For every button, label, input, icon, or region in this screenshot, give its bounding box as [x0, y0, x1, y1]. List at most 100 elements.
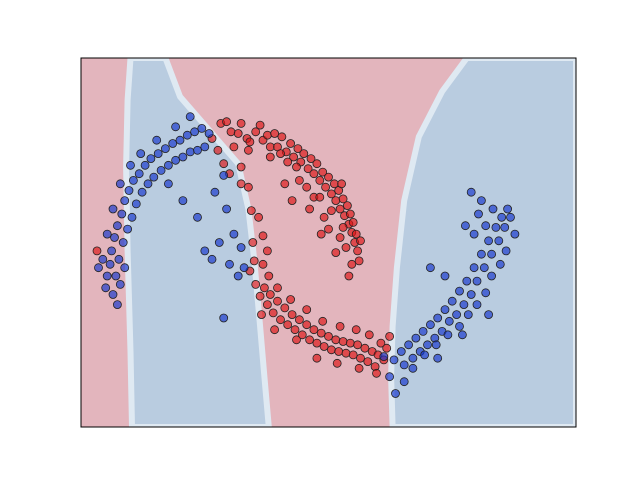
- point-class-1: [404, 340, 414, 350]
- point-class-0: [321, 182, 331, 192]
- point-class-0: [351, 229, 361, 239]
- point-class-0: [287, 196, 297, 206]
- point-class-1: [118, 238, 128, 247]
- point-class-1: [463, 310, 473, 320]
- point-class-0: [372, 368, 381, 378]
- point-class-1: [178, 196, 188, 206]
- point-class-0: [92, 246, 102, 256]
- point-class-1: [185, 112, 195, 122]
- point-class-1: [466, 187, 476, 197]
- point-class-0: [229, 142, 239, 152]
- point-class-1: [111, 271, 121, 281]
- point-class-1: [476, 196, 486, 206]
- point-class-0: [294, 315, 304, 325]
- point-class-1: [171, 122, 181, 132]
- point-class-0: [335, 204, 345, 214]
- point-class-1: [425, 263, 435, 273]
- point-class-1: [487, 249, 497, 259]
- point-class-0: [324, 224, 333, 234]
- point-class-0: [276, 149, 285, 159]
- point-class-1: [136, 149, 146, 159]
- point-class-0: [262, 246, 272, 256]
- point-class-0: [338, 222, 348, 232]
- point-class-1: [219, 170, 229, 180]
- point-class-1: [214, 238, 224, 247]
- point-class-1: [455, 321, 464, 331]
- point-class-1: [175, 135, 185, 145]
- point-class-1: [171, 155, 181, 165]
- point-class-0: [265, 142, 275, 152]
- point-class-0: [293, 144, 303, 154]
- point-class-1: [239, 263, 249, 273]
- point-class-1: [113, 221, 122, 231]
- point-class-0: [254, 212, 264, 222]
- point-class-0: [265, 152, 275, 162]
- point-class-1: [481, 221, 491, 231]
- point-class-0: [360, 343, 370, 353]
- point-class-1: [94, 263, 103, 273]
- point-class-1: [178, 152, 188, 162]
- point-class-0: [280, 303, 290, 313]
- point-class-1: [236, 243, 246, 252]
- point-class-0: [326, 189, 336, 199]
- point-class-0: [331, 335, 341, 345]
- plot-frame: [80, 57, 577, 428]
- point-class-1: [501, 246, 511, 256]
- point-class-1: [469, 229, 479, 239]
- point-class-0: [306, 154, 316, 164]
- point-class-1: [233, 271, 243, 281]
- point-class-0: [292, 162, 301, 172]
- point-class-0: [309, 325, 319, 335]
- point-class-0: [344, 271, 354, 281]
- point-class-1: [476, 249, 486, 259]
- point-class-0: [319, 212, 329, 222]
- point-class-0: [356, 353, 365, 363]
- point-class-0: [316, 328, 326, 338]
- point-class-0: [348, 350, 358, 360]
- point-class-1: [379, 352, 389, 362]
- point-class-1: [497, 212, 507, 222]
- point-class-1: [110, 233, 119, 242]
- point-class-1: [124, 186, 134, 195]
- point-class-0: [262, 300, 272, 310]
- point-class-0: [312, 338, 322, 348]
- point-class-1: [440, 305, 450, 315]
- point-class-0: [219, 159, 229, 169]
- point-class-1: [168, 139, 178, 148]
- point-class-0: [273, 296, 282, 306]
- point-class-0: [264, 271, 274, 281]
- point-class-0: [318, 316, 328, 326]
- point-class-0: [312, 159, 322, 169]
- point-class-0: [303, 164, 313, 174]
- point-class-0: [354, 363, 364, 373]
- point-class-0: [326, 345, 336, 355]
- point-class-1: [433, 353, 443, 363]
- point-class-1: [146, 154, 156, 164]
- point-class-0: [345, 209, 355, 219]
- point-class-0: [251, 279, 261, 289]
- point-class-1: [491, 222, 501, 232]
- point-class-1: [399, 360, 409, 370]
- point-class-1: [153, 149, 163, 159]
- point-class-1: [225, 259, 234, 269]
- point-class-1: [222, 204, 232, 214]
- point-class-0: [265, 290, 275, 299]
- point-class-1: [182, 130, 192, 140]
- point-class-0: [334, 347, 344, 356]
- point-class-0: [243, 182, 253, 192]
- point-class-1: [503, 204, 513, 214]
- point-class-0: [233, 129, 243, 138]
- point-class-1: [152, 135, 162, 145]
- point-class-0: [326, 206, 336, 216]
- point-class-0: [299, 149, 309, 159]
- point-class-1: [190, 127, 200, 137]
- point-class-0: [356, 236, 365, 246]
- point-class-1: [487, 271, 497, 281]
- point-class-1: [117, 209, 127, 219]
- point-class-1: [472, 276, 482, 286]
- point-class-1: [163, 179, 173, 189]
- point-class-1: [408, 363, 418, 373]
- point-class-1: [143, 179, 153, 189]
